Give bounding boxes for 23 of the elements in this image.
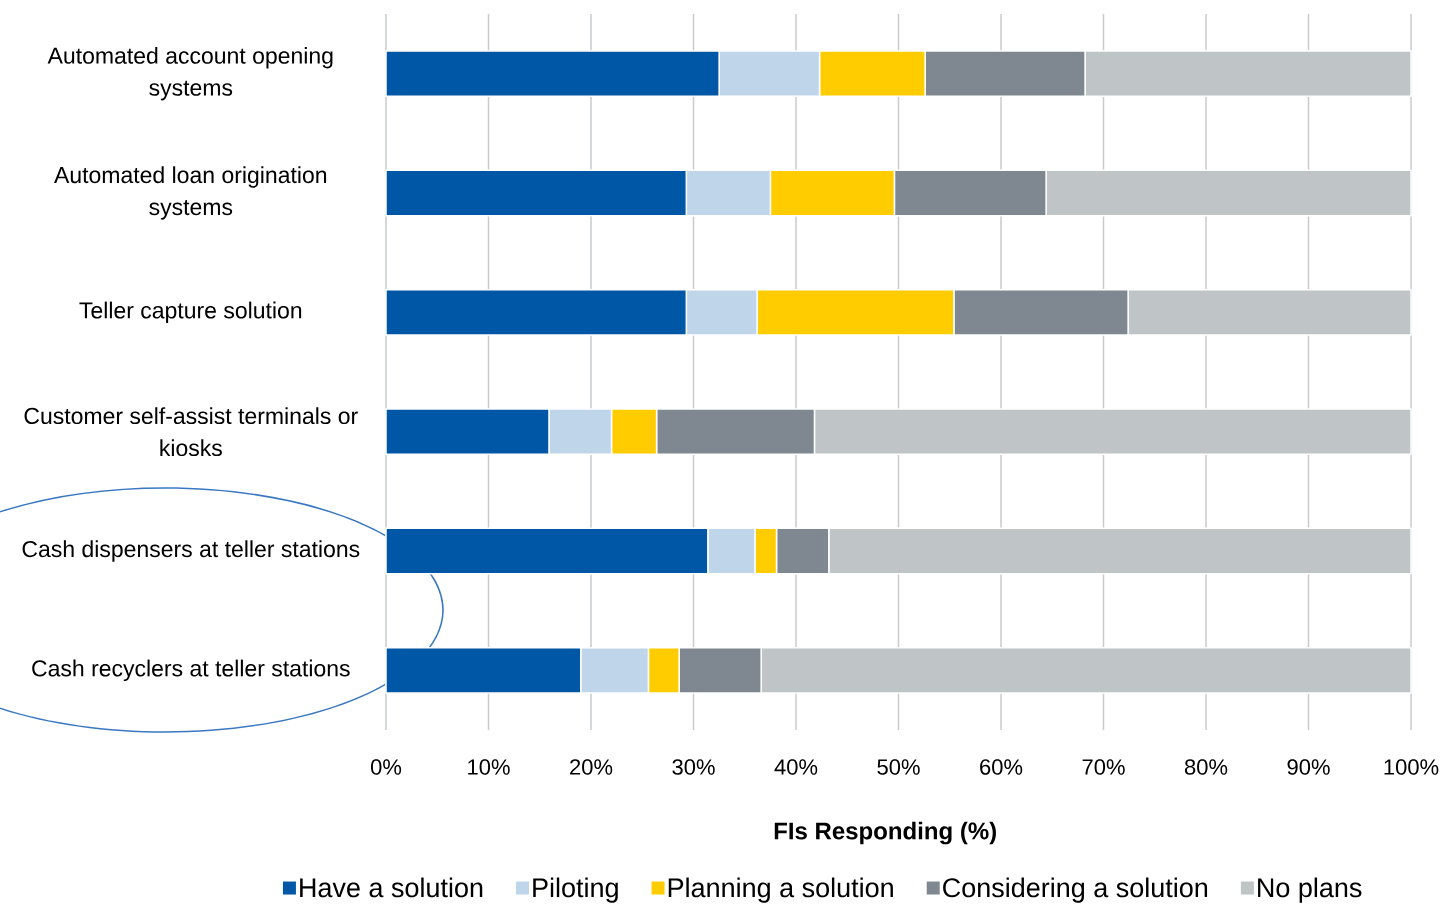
y-tick-label: Teller capture solution [79,301,302,324]
legend-label: Considering a solution [943,877,1208,903]
y-tick-label: Automated account opening systems [47,46,333,101]
y-tick-label: Customer self-assist terminals or kiosks [24,407,358,457]
x-tick-label: 70% [1082,759,1125,775]
y-tick-label: Automated loan origination systems [54,166,327,220]
legend-label: No plans [1258,877,1362,903]
x-tick-label: 60% [980,759,1023,775]
x-tick-label: 100% [1384,759,1439,775]
x-tick-label: 80% [1184,759,1228,775]
x-tick-label: 20% [570,759,613,775]
x-tick-label: 10% [468,759,510,775]
y-tick-label: Cash recyclers at teller stations [32,659,350,682]
legend-label: Have a solution [300,877,483,898]
x-tick-label: 30% [672,759,715,775]
x-tick-label: 90% [1287,759,1330,775]
legend-label: Planning a solution [668,877,893,903]
x-axis-title: FIs Responding (%) [774,821,996,845]
x-tick-label: 50% [877,759,920,775]
legend-label: Piloting [533,877,618,903]
x-tick-label: 0% [370,759,402,775]
y-tick-label: Cash dispensers at teller stations [22,540,360,562]
x-tick-label: 40% [774,759,818,775]
